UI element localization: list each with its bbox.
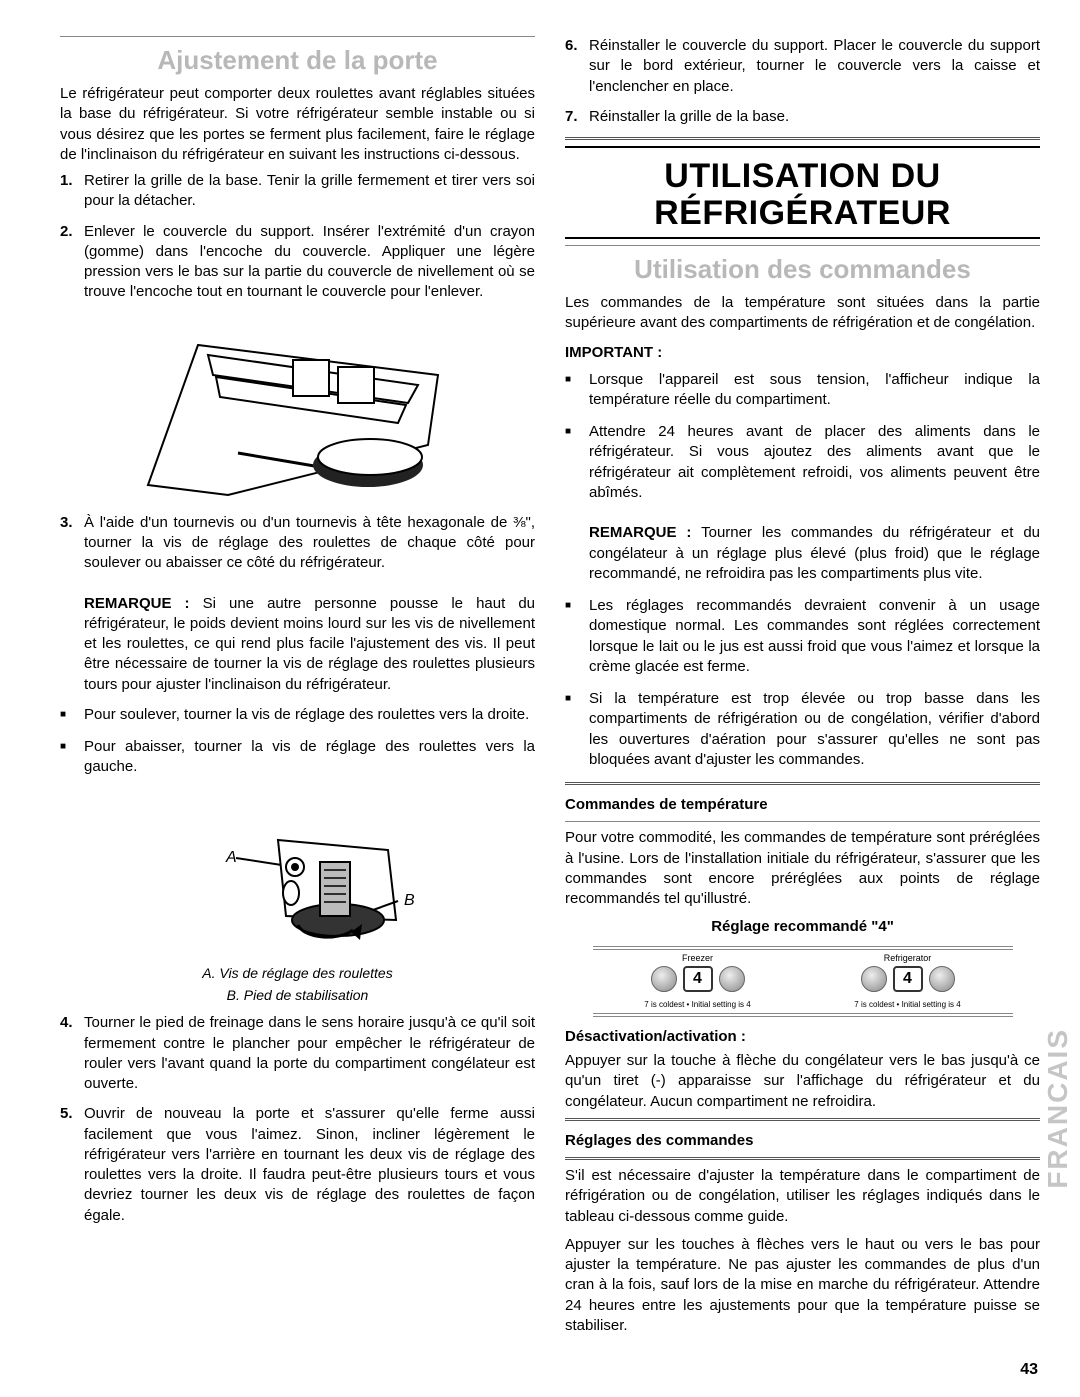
language-tab: FRANCAIS bbox=[1042, 1028, 1074, 1189]
important-2: Attendre 24 heures avant de placer des a… bbox=[589, 422, 1040, 584]
right-column: 6.Réinstaller le couvercle du support. P… bbox=[565, 30, 1040, 1336]
temp-controls-text: Pour votre commodité, les commandes de t… bbox=[565, 828, 1040, 909]
door-adjust-intro: Le réfrigérateur peut comporter deux rou… bbox=[60, 84, 535, 165]
important-label: IMPORTANT : bbox=[565, 343, 1040, 363]
door-adjust-heading: Ajustement de la porte bbox=[60, 43, 535, 78]
step-4: Tourner le pied de freinage dans le sens… bbox=[84, 1013, 535, 1094]
freezer-label: Freezer bbox=[593, 952, 803, 964]
controls-heading: Utilisation des commandes bbox=[565, 252, 1040, 287]
important-3: Les réglages recommandés devraient conve… bbox=[589, 596, 1040, 677]
recommended-setting: Réglage recommandé "4" bbox=[565, 917, 1040, 937]
important-4: Si la température est trop élevée ou tro… bbox=[589, 689, 1040, 770]
important-1: Lorsque l'appareil est sous tension, l'a… bbox=[589, 370, 1040, 411]
adjust-p1: S'il est nécessaire d'ajuster la tempéra… bbox=[565, 1166, 1040, 1227]
step-7: Réinstaller la grille de la base. bbox=[589, 107, 1040, 127]
caption-a: A. Vis de réglage des roulettes bbox=[60, 964, 535, 983]
main-title: UTILISATION DU RÉFRIGÉRATEUR bbox=[565, 158, 1040, 233]
step-3: À l'aide d'un tournevis ou d'un tournevi… bbox=[84, 513, 535, 695]
step-2: Enlever le couvercle du support. Insérer… bbox=[84, 222, 535, 303]
fridge-label: Refrigerator bbox=[803, 952, 1013, 964]
raise-bullet: Pour soulever, tourner la vis de réglage… bbox=[84, 705, 535, 725]
caption-b: B. Pied de stabilisation bbox=[60, 986, 535, 1005]
freezer-up-icon bbox=[719, 966, 745, 992]
freezer-display: 4 bbox=[683, 966, 713, 992]
label-b: B bbox=[404, 892, 415, 909]
adjust-p2: Appuyer sur les touches à flèches vers l… bbox=[565, 1235, 1040, 1336]
left-column: Ajustement de la porte Le réfrigérateur … bbox=[60, 30, 535, 1336]
fridge-up-icon bbox=[929, 966, 955, 992]
fridge-tiny: 7 is coldest • Initial setting is 4 bbox=[803, 1000, 1013, 1011]
step-6: Réinstaller le couvercle du support. Pla… bbox=[589, 36, 1040, 97]
page-number: 43 bbox=[1020, 1361, 1038, 1379]
freezer-down-icon bbox=[651, 966, 677, 992]
figure-cover bbox=[60, 315, 535, 505]
control-panel: Freezer 4 7 is coldest • Initial setting… bbox=[593, 946, 1013, 1017]
fridge-display: 4 bbox=[893, 966, 923, 992]
lower-bullet: Pour abaisser, tourner la vis de réglage… bbox=[84, 737, 535, 778]
deactivation-text: Appuyer sur la touche à flèche du congél… bbox=[565, 1051, 1040, 1112]
figure-roller: A B bbox=[60, 790, 535, 1006]
adjust-heading: Réglages des commandes bbox=[565, 1131, 1040, 1151]
fridge-down-icon bbox=[861, 966, 887, 992]
controls-intro: Les commandes de la température sont sit… bbox=[565, 293, 1040, 334]
step-1: Retirer la grille de la base. Tenir la g… bbox=[84, 171, 535, 212]
temp-controls-heading: Commandes de température bbox=[565, 795, 1040, 815]
label-a: A bbox=[225, 849, 237, 866]
step-5: Ouvrir de nouveau la porte et s'assurer … bbox=[84, 1104, 535, 1226]
deactivation-heading: Désactivation/activation : bbox=[565, 1027, 1040, 1047]
freezer-tiny: 7 is coldest • Initial setting is 4 bbox=[593, 1000, 803, 1011]
